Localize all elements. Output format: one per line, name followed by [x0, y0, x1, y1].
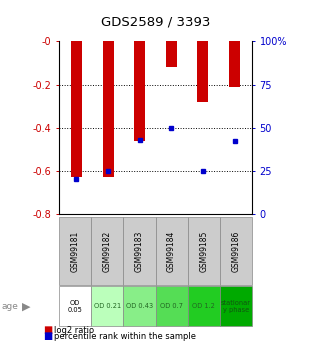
Text: ■: ■: [44, 325, 53, 335]
Text: ▶: ▶: [22, 301, 31, 311]
Text: GSM99185: GSM99185: [199, 230, 208, 272]
Text: OD 0.7: OD 0.7: [160, 303, 183, 309]
Text: age: age: [2, 302, 18, 311]
Text: GSM99181: GSM99181: [71, 230, 80, 272]
Text: stationar
y phase: stationar y phase: [221, 300, 251, 313]
Bar: [134, 41, 145, 141]
Bar: [166, 41, 177, 67]
Text: OD 0.21: OD 0.21: [94, 303, 121, 309]
Text: GSM99186: GSM99186: [231, 230, 240, 272]
Text: ■: ■: [44, 332, 53, 341]
Bar: [229, 41, 240, 87]
Text: percentile rank within the sample: percentile rank within the sample: [54, 332, 197, 341]
Text: log2 ratio: log2 ratio: [54, 326, 95, 335]
Text: GDS2589 / 3393: GDS2589 / 3393: [101, 16, 210, 29]
Text: OD 0.43: OD 0.43: [126, 303, 153, 309]
Text: GSM99184: GSM99184: [167, 230, 176, 272]
Text: OD
0.05: OD 0.05: [68, 300, 83, 313]
Bar: [103, 41, 114, 177]
Text: OD 1.2: OD 1.2: [192, 303, 215, 309]
Text: GSM99183: GSM99183: [135, 230, 144, 272]
Bar: [197, 41, 208, 102]
Bar: [71, 41, 82, 177]
Text: GSM99182: GSM99182: [103, 230, 112, 272]
